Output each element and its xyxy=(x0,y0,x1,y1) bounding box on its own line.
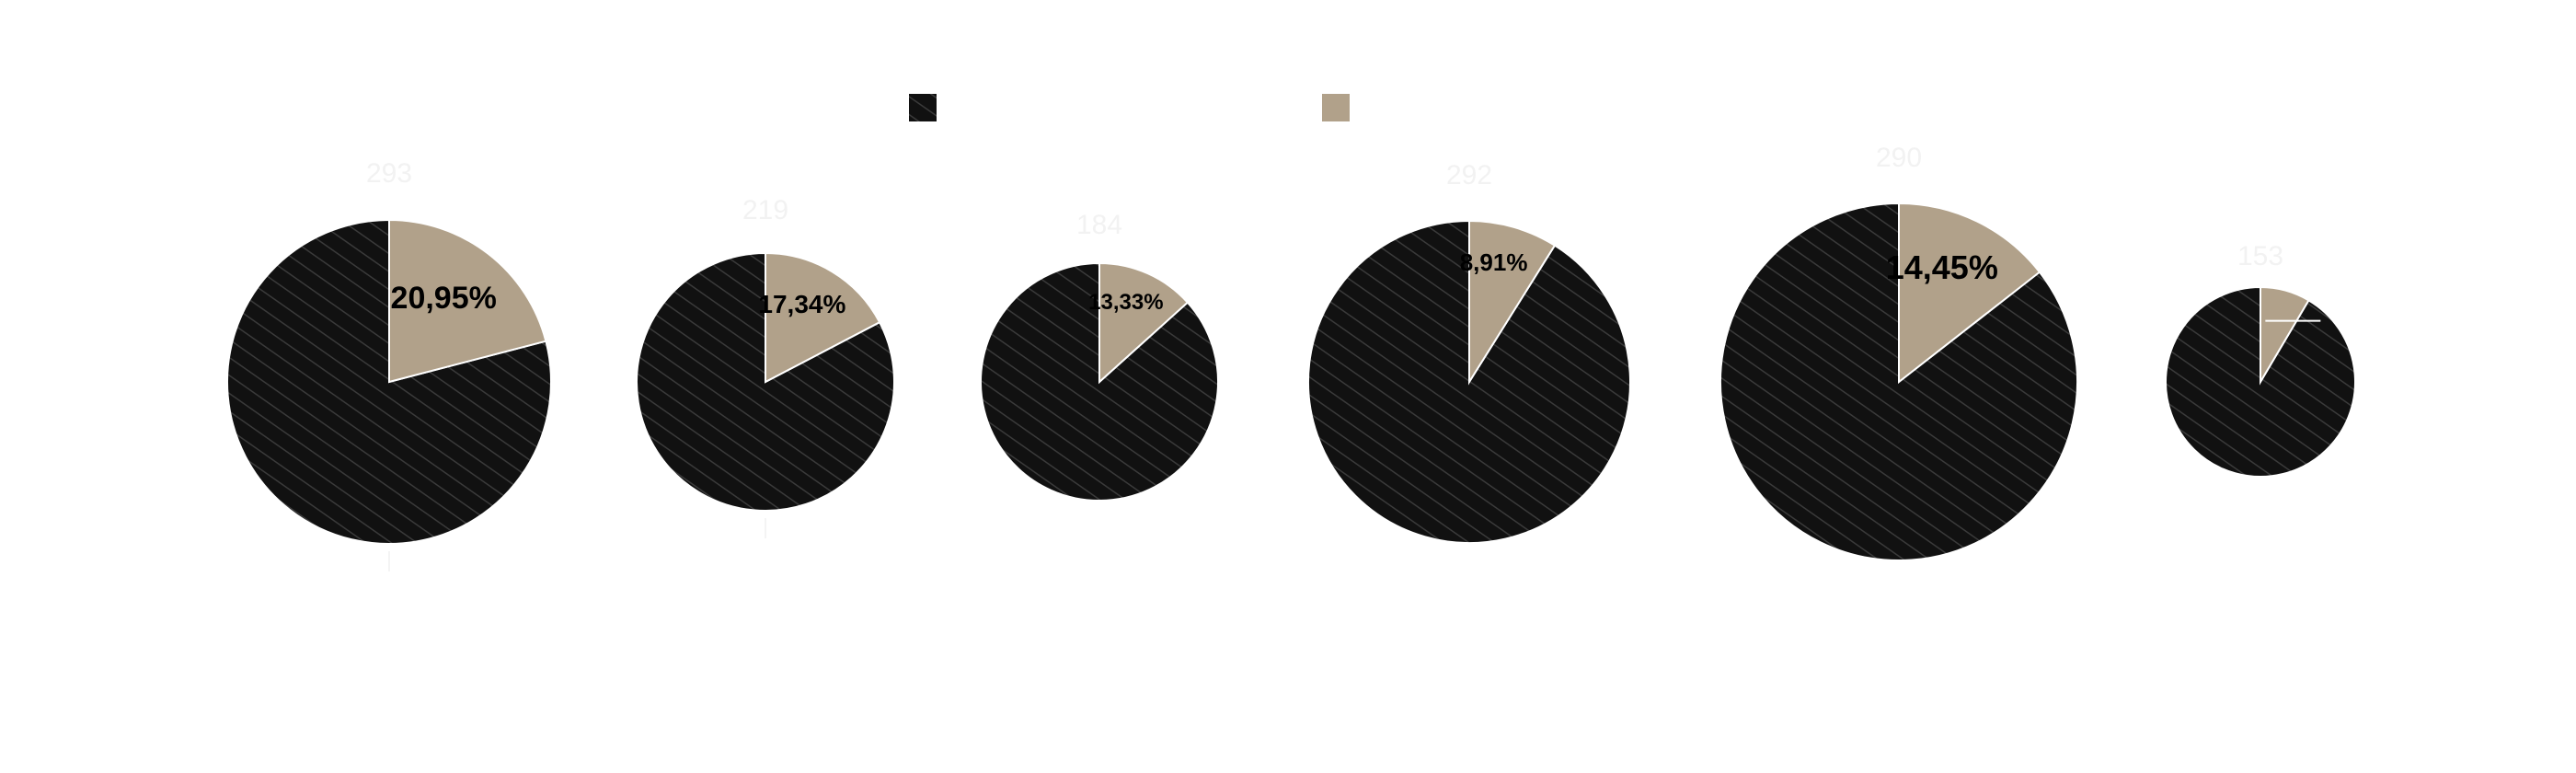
pie-2: 219 17,34% xyxy=(636,195,895,538)
pie-percent-label: 8,91% xyxy=(1460,248,1528,276)
pie-percent-label: 17,34% xyxy=(758,290,845,318)
pie-slice-light xyxy=(1468,219,1557,386)
pie-slice-light xyxy=(2260,285,2310,386)
pie-percent-label: 14,45% xyxy=(1886,248,1998,286)
legend-swatch-dark xyxy=(909,94,937,121)
pie-total-label: 290 xyxy=(1876,143,1922,173)
pie-slice-dark xyxy=(1719,202,2079,561)
pie-slice-light xyxy=(765,251,881,384)
pie-total-label: 292 xyxy=(1446,160,1492,190)
pie-3: 184 13,33% xyxy=(980,210,1219,502)
pie-total-label: 153 xyxy=(2237,241,2283,271)
pie-total-label: 293 xyxy=(366,158,412,189)
pie-percent-label: 13,33% xyxy=(1088,290,1163,315)
pie-slice-light xyxy=(1098,261,1190,385)
pie-4: 292 8,91% xyxy=(1306,160,1631,544)
pie-5: 290 14,45% xyxy=(1719,143,2079,561)
pie-slice-light xyxy=(1898,202,2041,385)
pie-slice-light xyxy=(388,218,547,384)
legend xyxy=(909,94,1350,121)
pie-total-label: 184 xyxy=(1076,210,1122,240)
pies-group: 293 20,95% 219 17,34% 184 13,33% 292 8,91% 290 14… xyxy=(226,143,2356,571)
pie-1: 293 20,95% xyxy=(226,158,552,571)
pie-6: 153 xyxy=(2165,241,2356,478)
legend-swatch-light xyxy=(1322,94,1350,121)
pie-total-label: 219 xyxy=(742,195,788,225)
pie-slice-dark xyxy=(226,218,552,545)
pie-percent-label: 20,95% xyxy=(391,281,497,316)
